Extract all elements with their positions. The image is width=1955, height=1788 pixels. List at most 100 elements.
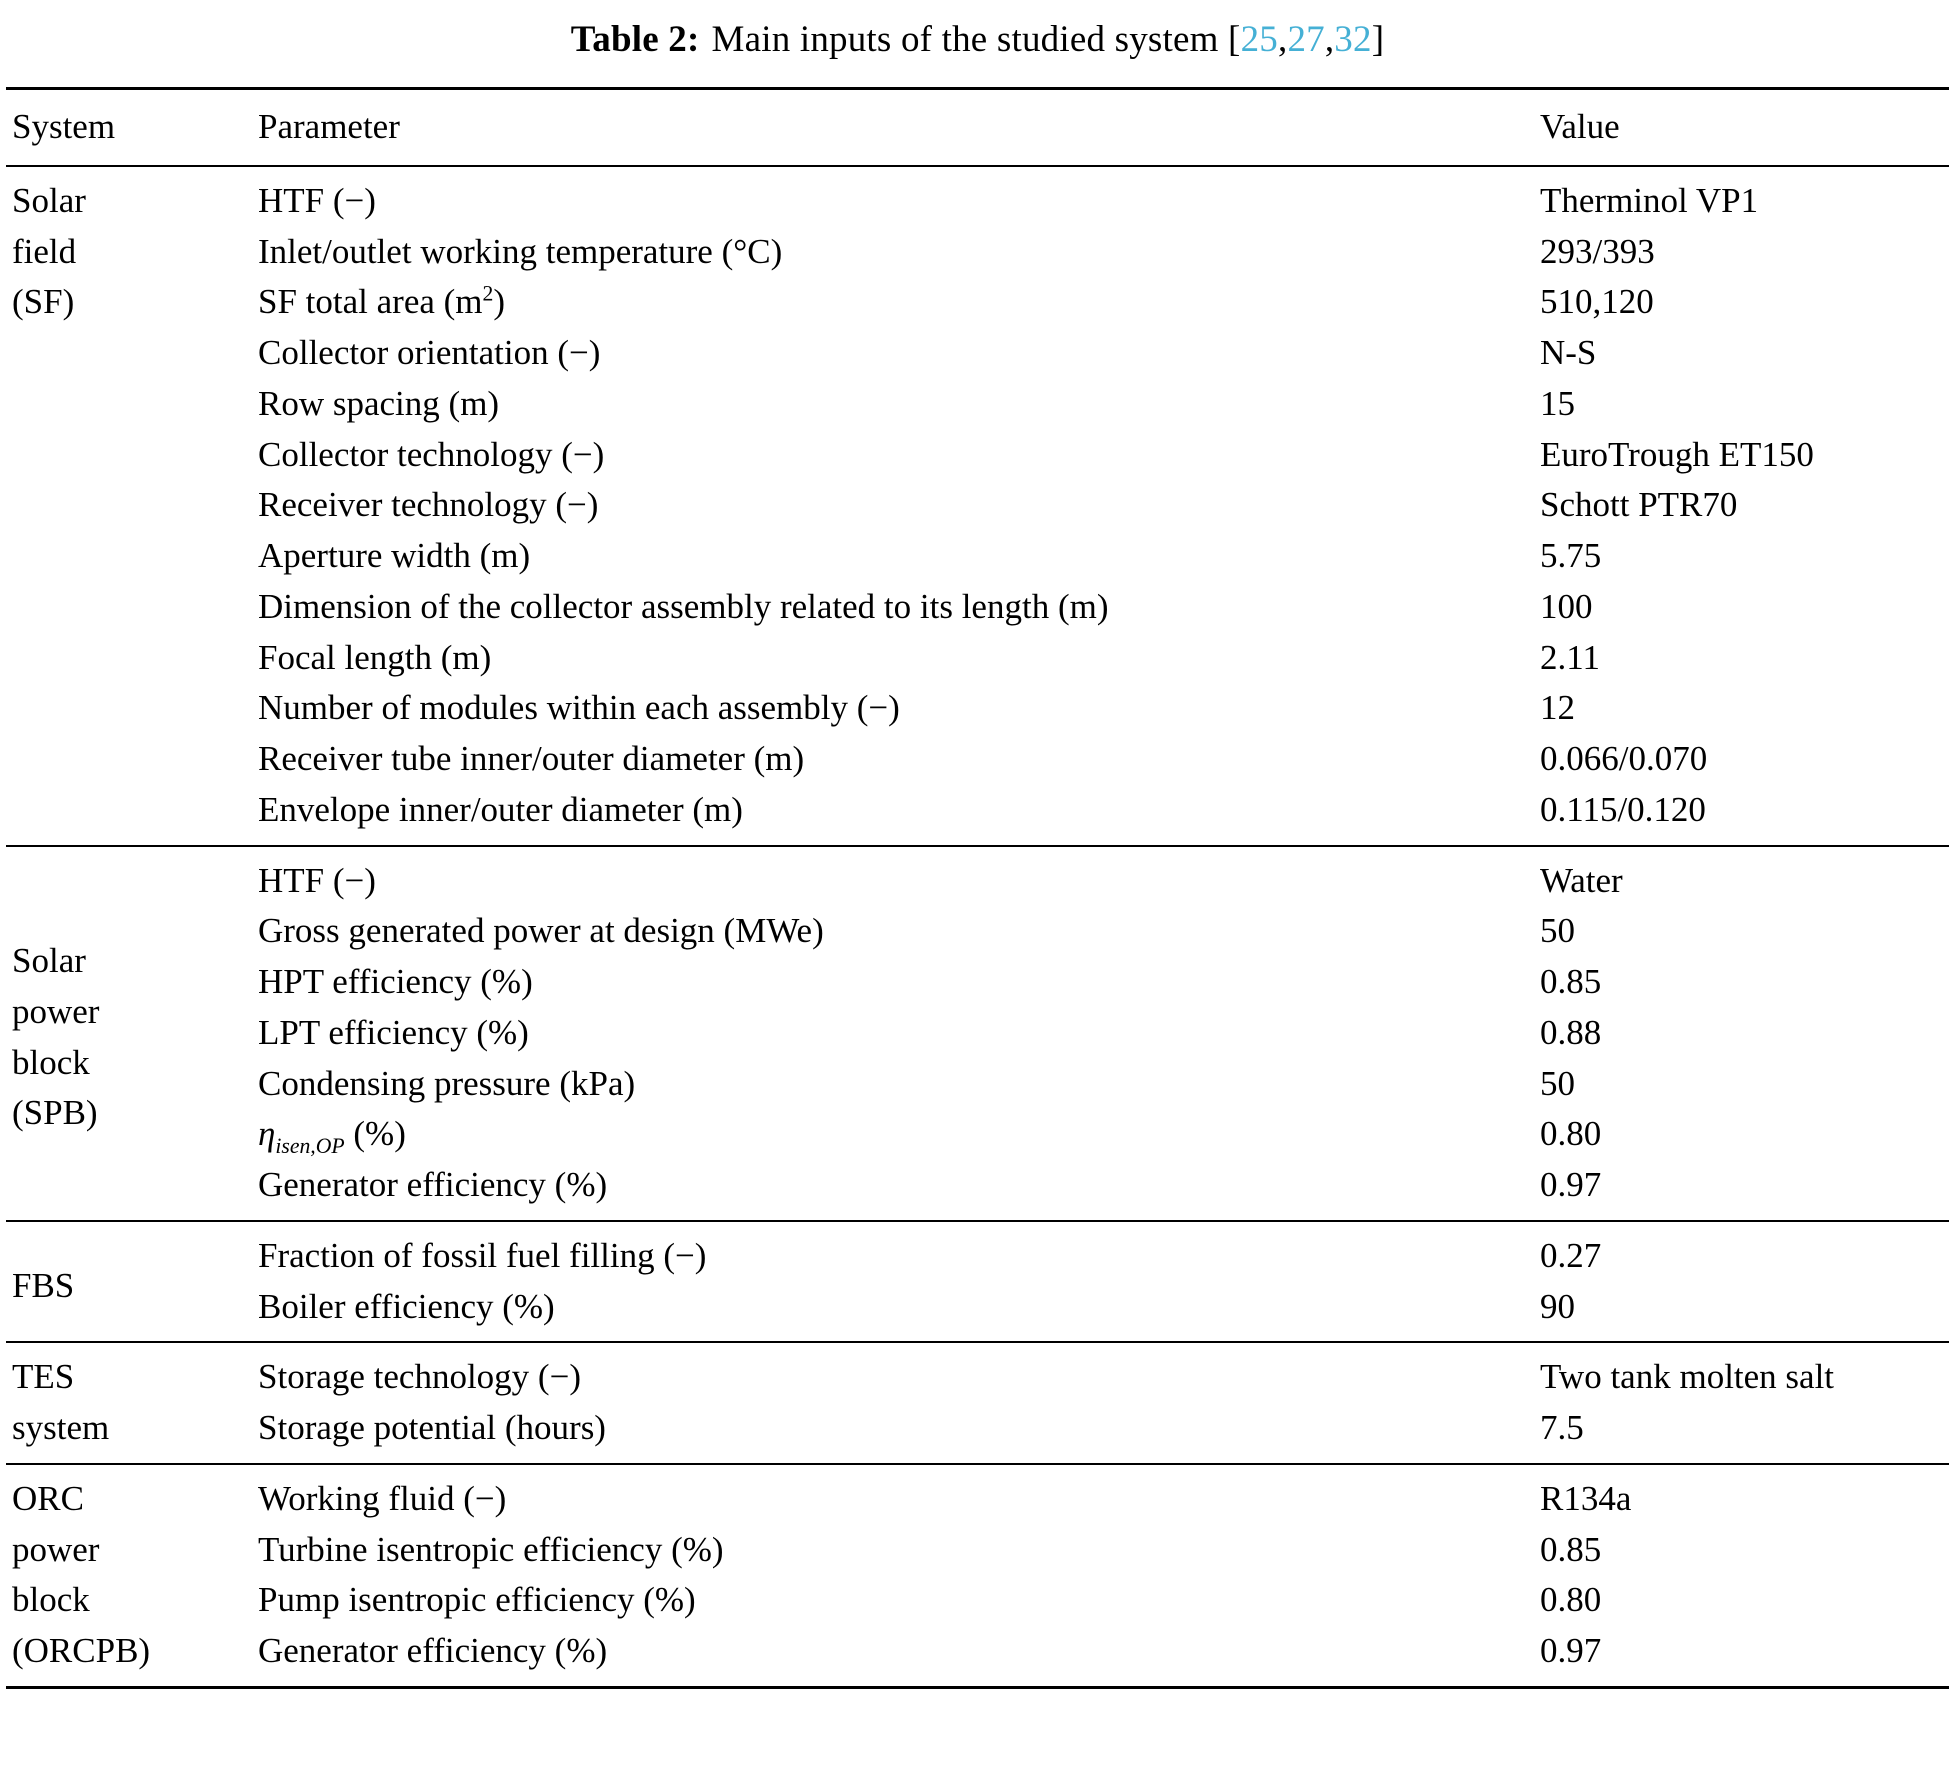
table-row: Receiver technology (−) Schott PTR70 bbox=[6, 480, 1949, 531]
table-row: Aperture width (m) 5.75 bbox=[6, 531, 1949, 582]
table-row: LPT efficiency (%) 0.88 bbox=[6, 1008, 1949, 1059]
value-cell: 15 bbox=[1540, 383, 1575, 423]
column-header-parameter: Parameter bbox=[258, 86, 1540, 167]
parameter-cell: Storage technology (−) bbox=[258, 1341, 1540, 1403]
table-row: Storage potential (hours) 7.5 bbox=[6, 1403, 1949, 1464]
parameter-cell: Receiver tube inner/outer diameter (m) bbox=[258, 739, 805, 778]
value-cell: 90 bbox=[1540, 1286, 1575, 1326]
column-header-system: System bbox=[6, 86, 258, 167]
value-cell: N-S bbox=[1540, 333, 1597, 372]
table-row: Number of modules within each assembly (… bbox=[6, 683, 1949, 734]
value-cell: 100 bbox=[1540, 586, 1593, 626]
system-label-line: block bbox=[12, 1580, 90, 1620]
table-row: Collector orientation (−) N-S bbox=[6, 328, 1949, 379]
parameter-cell: Generator efficiency (%) bbox=[258, 1631, 608, 1670]
value-cell: 0.27 bbox=[1540, 1219, 1949, 1282]
table-row: Generator efficiency (%) 0.97 bbox=[6, 1160, 1949, 1221]
citation-ref[interactable]: 27 bbox=[1287, 19, 1325, 60]
system-label-line: system bbox=[12, 1408, 110, 1447]
table-row: SF total area (m2) 510,120 bbox=[6, 277, 1949, 328]
system-label-line: Solar bbox=[12, 180, 86, 220]
citation-ref[interactable]: 25 bbox=[1240, 19, 1278, 60]
value-cell: R134a bbox=[1540, 1462, 1949, 1525]
parameter-cell: Focal length (m) bbox=[258, 637, 492, 677]
table-row: Receiver tube inner/outer diameter (m) 0.… bbox=[6, 734, 1949, 785]
table-row: Generator efficiency (%) 0.97 bbox=[6, 1626, 1949, 1687]
table-caption-label: Table 2: bbox=[570, 19, 700, 60]
system-label-line: power bbox=[12, 991, 100, 1031]
value-cell: 50 bbox=[1540, 911, 1575, 951]
value-cell: 2.11 bbox=[1540, 637, 1600, 677]
value-cell: 0.97 bbox=[1540, 1631, 1602, 1670]
parameter-cell: HTF (−) bbox=[258, 844, 1540, 907]
value-cell: Water bbox=[1540, 844, 1949, 907]
table-caption-text: Main inputs of the studied system bbox=[711, 19, 1219, 60]
system-label-line: field bbox=[12, 231, 77, 271]
table-caption: Table 2: Main inputs of the studied syste… bbox=[6, 18, 1949, 61]
table-row: Pump isentropic efficiency (%) 0.80 bbox=[6, 1575, 1949, 1626]
parameter-cell: Dimension of the collector assembly rela… bbox=[258, 586, 1109, 626]
value-cell: Schott PTR70 bbox=[1540, 485, 1738, 525]
table-section: FBS Fraction of fossil fuel filling (−) 0.… bbox=[6, 1219, 1949, 1343]
system-cell: TES system bbox=[6, 1341, 258, 1464]
system-label-line: (SF) bbox=[12, 282, 75, 322]
value-cell: Two tank molten salt bbox=[1540, 1341, 1949, 1403]
parameter-cell: SF total area (m2) bbox=[258, 281, 506, 322]
system-label-line: power bbox=[12, 1529, 100, 1569]
system-label-line: FBS bbox=[12, 1265, 75, 1305]
parameter-cell: Storage potential (hours) bbox=[258, 1408, 606, 1447]
paper-page: Table 2: Main inputs of the studied syste… bbox=[6, 18, 1949, 1689]
parameter-cell: Generator efficiency (%) bbox=[258, 1165, 608, 1204]
table-row: Dimension of the collector assembly rela… bbox=[6, 582, 1949, 633]
value-cell: 50 bbox=[1540, 1063, 1575, 1103]
table-row: Turbine isentropic efficiency (%) 0.85 bbox=[6, 1525, 1949, 1576]
parameter-cell: Receiver technology (−) bbox=[258, 485, 599, 525]
parameter-cell: Fraction of fossil fuel filling (−) bbox=[258, 1219, 1540, 1282]
system-label-line: ORC bbox=[12, 1478, 84, 1518]
table-row: Focal length (m) 2.11 bbox=[6, 633, 1949, 684]
parameter-cell: Turbine isentropic efficiency (%) bbox=[258, 1529, 724, 1569]
table-row: Solar field (SF) HTF (−) Therminol VP1 bbox=[6, 164, 1949, 846]
parameter-cell: Condensing pressure (kPa) bbox=[258, 1063, 636, 1103]
parameter-cell: HPT efficiency (%) bbox=[258, 962, 533, 1001]
table-row: ORC power block (ORCPB) Working fluid (−) R13… bbox=[6, 1462, 1949, 1688]
parameter-cell: Pump isentropic efficiency (%) bbox=[258, 1580, 696, 1620]
table-row: Boiler efficiency (%) 90 bbox=[6, 1282, 1949, 1343]
system-cell: ORC power block (ORCPB) bbox=[6, 1462, 258, 1688]
value-cell: 0.88 bbox=[1540, 1012, 1602, 1052]
parameter-cell: Boiler efficiency (%) bbox=[258, 1286, 555, 1326]
parameter-cell: Aperture width (m) bbox=[258, 536, 531, 575]
parameter-cell: Inlet/outlet working temperature (°C) bbox=[258, 231, 783, 271]
table-section: TES system Storage technology (−) Two tank … bbox=[6, 1341, 1949, 1464]
value-cell: 0.115/0.120 bbox=[1540, 789, 1706, 829]
table-row: Row spacing (m) 15 bbox=[6, 379, 1949, 430]
value-cell: 7.5 bbox=[1540, 1408, 1584, 1447]
table-row: Solar power block (SPB) HTF (−) Water bbox=[6, 844, 1949, 1221]
inputs-table: System Parameter Value Solar field (SF) HTF… bbox=[6, 86, 1949, 1689]
table-row: Gross generated power at design (MWe) 50 bbox=[6, 906, 1949, 957]
table-section: Solar power block (SPB) HTF (−) Water Gross ge… bbox=[6, 844, 1949, 1221]
table-row: TES system Storage technology (−) Two tank … bbox=[6, 1341, 1949, 1464]
parameter-cell: Number of modules within each assembly (… bbox=[258, 688, 900, 728]
table-header: System Parameter Value bbox=[6, 86, 1949, 167]
parameter-cell: Row spacing (m) bbox=[258, 383, 500, 423]
table-row: Condensing pressure (kPa) 50 bbox=[6, 1059, 1949, 1110]
parameter-cell: Gross generated power at design (MWe) bbox=[258, 911, 824, 951]
system-label-line: block bbox=[12, 1042, 90, 1082]
table-section: Solar field (SF) HTF (−) Therminol VP1 Inlet/… bbox=[6, 164, 1949, 846]
value-cell: 0.80 bbox=[1540, 1580, 1602, 1620]
header-row: System Parameter Value bbox=[6, 86, 1949, 167]
value-cell: 12 bbox=[1540, 688, 1575, 728]
parameter-cell: Collector orientation (−) bbox=[258, 333, 601, 372]
table-row: FBS Fraction of fossil fuel filling (−) 0.… bbox=[6, 1219, 1949, 1343]
table-row: ηisen,OP (%) 0.80 bbox=[6, 1109, 1949, 1160]
system-label-line: (ORCPB) bbox=[12, 1631, 151, 1670]
table-row: Envelope inner/outer diameter (m) 0.115/0… bbox=[6, 785, 1949, 846]
parameter-cell: Collector technology (−) bbox=[258, 434, 605, 474]
citation-ref[interactable]: 32 bbox=[1334, 19, 1372, 60]
parameter-cell: ηisen,OP (%) bbox=[258, 1114, 406, 1159]
value-cell: 0.80 bbox=[1540, 1114, 1602, 1154]
parameter-cell: LPT efficiency (%) bbox=[258, 1012, 529, 1052]
table-row: Collector technology (−) EuroTrough ET150 bbox=[6, 430, 1949, 481]
value-cell: 0.85 bbox=[1540, 962, 1602, 1001]
